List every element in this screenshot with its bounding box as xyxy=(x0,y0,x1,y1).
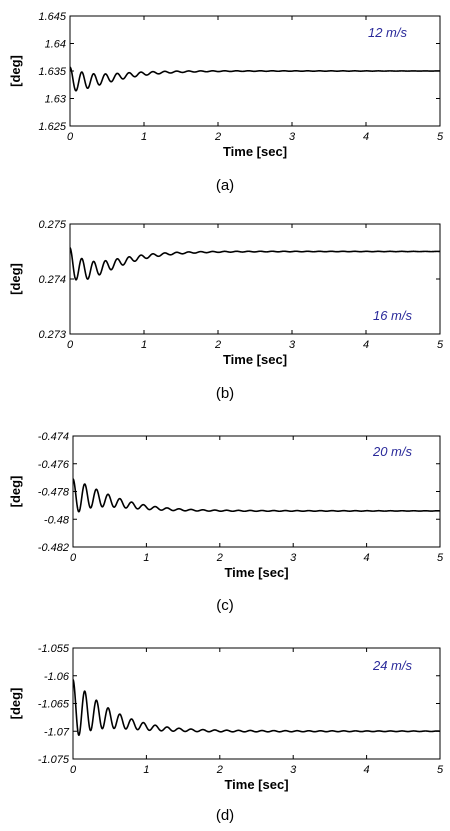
y-tick-label: -1.06 xyxy=(44,671,70,683)
y-tick-label: 0.273 xyxy=(38,329,66,341)
y-tick-label: 1.635 xyxy=(38,66,66,78)
x-axis-label: Time [sec] xyxy=(224,777,288,792)
x-tick-label: 4 xyxy=(363,131,369,143)
x-tick-label: 5 xyxy=(437,764,444,776)
y-tick-label: -1.065 xyxy=(38,699,70,711)
response-line xyxy=(72,679,441,736)
y-tick-label: -0.474 xyxy=(38,431,69,443)
x-tick-label: 0 xyxy=(70,552,77,564)
x-tick-label: 4 xyxy=(364,764,370,776)
y-tick-label: -0.478 xyxy=(38,487,70,499)
speed-annotation: 24 m/s xyxy=(372,658,413,673)
x-tick-label: 3 xyxy=(290,552,297,564)
y-tick-label: 1.625 xyxy=(38,121,66,133)
x-axis-label: Time [sec] xyxy=(223,144,287,159)
y-tick-label: -0.48 xyxy=(44,514,70,526)
panel-caption: (d) xyxy=(216,807,234,824)
x-tick-label: 1 xyxy=(141,131,147,143)
x-tick-label: 5 xyxy=(437,339,444,351)
response-line xyxy=(69,66,441,92)
x-tick-label: 4 xyxy=(363,339,369,351)
y-axis-label: [deg] xyxy=(8,688,23,720)
y-tick-label: -0.476 xyxy=(38,459,70,471)
x-tick-label: 3 xyxy=(289,339,296,351)
response-line xyxy=(69,247,441,281)
x-tick-label: 5 xyxy=(437,131,444,143)
x-tick-label: 3 xyxy=(290,764,297,776)
x-tick-label: 2 xyxy=(216,764,223,776)
x-tick-label: 2 xyxy=(216,552,223,564)
panel-caption: (b) xyxy=(216,385,234,402)
y-tick-label: 1.645 xyxy=(38,11,66,23)
x-tick-label: 2 xyxy=(214,131,221,143)
y-tick-label: 0.275 xyxy=(38,219,66,231)
y-tick-label: 1.64 xyxy=(45,39,66,51)
x-tick-label: 4 xyxy=(364,552,370,564)
x-tick-label: 0 xyxy=(67,131,74,143)
chart-panel-c: 0 1 2 3 4 5 -0.482 -0.48 -0.478 -0.476 -0.474 Time … xyxy=(8,431,444,614)
x-tick-label: 3 xyxy=(289,131,296,143)
x-tick-label: 1 xyxy=(141,339,147,351)
y-tick-label: -0.482 xyxy=(38,542,69,554)
y-axis-label: [deg] xyxy=(8,263,23,295)
y-tick-label: -1.075 xyxy=(38,754,70,766)
y-tick-label: -1.055 xyxy=(38,643,70,655)
x-axis-label: Time [sec] xyxy=(224,565,288,580)
y-tick-label: 0.274 xyxy=(38,274,66,286)
chart-panel-b: 0 1 2 3 4 5 0.273 0.274 0.275 Time [sec] [deg] 16 m… xyxy=(8,219,444,402)
chart-panel-d: 0 1 2 3 4 5 -1.075 -1.07 -1.065 -1.06 -1.055 Time [… xyxy=(8,643,444,824)
x-tick-label: 5 xyxy=(437,552,444,564)
speed-annotation: 20 m/s xyxy=(372,444,413,459)
y-tick-label: 1.63 xyxy=(45,94,67,106)
y-tick-label: -1.07 xyxy=(44,726,70,738)
x-tick-label: 2 xyxy=(214,339,221,351)
panel-caption: (a) xyxy=(216,177,234,194)
speed-annotation: 16 m/s xyxy=(373,308,413,323)
chart-panel-a: 0 1 2 3 4 5 1.625 1.63 1.635 1.64 1.645 Time [sec] [… xyxy=(8,11,444,194)
x-tick-label: 0 xyxy=(70,764,77,776)
y-axis-label: [deg] xyxy=(8,476,23,508)
y-axis-label: [deg] xyxy=(8,55,23,87)
panel-caption: (c) xyxy=(216,597,234,614)
x-tick-label: 1 xyxy=(143,764,149,776)
speed-annotation: 12 m/s xyxy=(368,25,408,40)
x-tick-label: 1 xyxy=(143,552,149,564)
x-axis-label: Time [sec] xyxy=(223,352,287,367)
response-line xyxy=(72,478,441,513)
x-tick-label: 0 xyxy=(67,339,74,351)
